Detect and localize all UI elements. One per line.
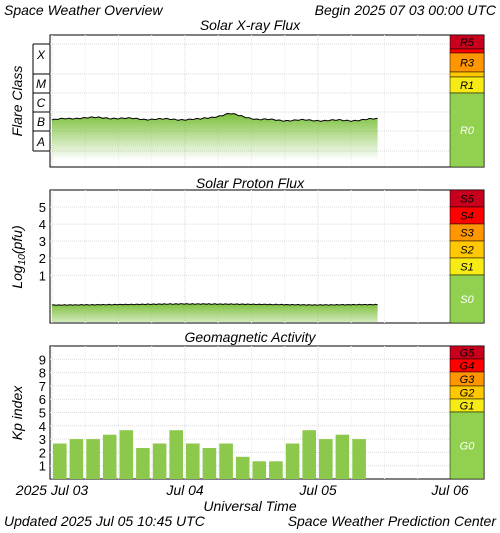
proton-radiation-storm-scale: S5 S4 S3 S2 S1 S0	[449, 189, 485, 324]
scale-label-s4: S4	[460, 211, 473, 223]
kp-bar	[136, 448, 150, 479]
kp-bar	[285, 443, 300, 479]
scale-label-g0: G0	[460, 441, 476, 453]
kp-y-tick-1: 1	[39, 459, 46, 474]
proton-y-tick-5: 5	[39, 200, 46, 215]
proton-plot-frame	[49, 189, 485, 324]
scale-label-g1: G1	[460, 401, 475, 413]
gridlines	[50, 35, 450, 479]
kp-y-tick-4: 4	[39, 419, 46, 434]
kp-y-tick-6: 6	[39, 392, 46, 407]
xray-class-c: C	[37, 96, 46, 110]
x-axis: 2025 Jul 03 Jul 04 Jul 05 Jul 06 Univers…	[15, 482, 469, 514]
xray-class-a: A	[36, 135, 45, 149]
geomag-title: Geomagnetic Activity	[185, 329, 317, 345]
scale-label-s0: S0	[460, 294, 474, 306]
kp-bar	[319, 439, 333, 479]
xray-class-x: X	[36, 48, 46, 62]
x-tick-jul05: Jul 05	[298, 482, 337, 498]
scale-label-s5: S5	[460, 194, 474, 206]
scale-label-g3: G3	[460, 374, 476, 386]
scale-label-r3: R3	[460, 58, 475, 70]
scale-label-g5: G5	[460, 348, 476, 360]
scale-label-g2: G2	[460, 388, 475, 400]
kp-bar	[152, 443, 167, 479]
kp-bar	[69, 439, 84, 479]
scale-label-s3: S3	[460, 228, 474, 240]
kp-y-tick-9: 9	[39, 352, 46, 367]
kp-bar	[186, 443, 200, 479]
kp-bar	[53, 443, 67, 479]
xray-title: Solar X-ray Flux	[200, 17, 301, 33]
kp-bar	[102, 434, 117, 479]
scale-band	[449, 48, 485, 54]
x-axis-title: Universal Time	[203, 498, 296, 514]
kp-series	[53, 430, 366, 479]
proton-y-tick-2: 2	[39, 251, 46, 266]
begin-time: Begin 2025 07 03 00:00 UTC	[314, 2, 496, 18]
kp-bar	[235, 456, 250, 479]
kp-y-tick-2: 2	[39, 445, 46, 460]
scale-band	[449, 71, 485, 78]
kp-bar	[352, 439, 366, 479]
proton-y-tick-1: 1	[39, 268, 46, 283]
updated-time: Updated 2025 Jul 05 10:45 UTC	[4, 513, 205, 529]
x-tick-jul04: Jul 04	[165, 482, 204, 498]
xray-area	[52, 113, 378, 160]
kp-bar	[219, 443, 233, 479]
xray-class-m: M	[36, 77, 46, 91]
kp-bar	[86, 439, 100, 479]
scale-label-g4: G4	[460, 361, 475, 373]
page-title: Space Weather Overview	[4, 2, 163, 18]
proton-title: Solar Proton Flux	[196, 175, 305, 191]
scale-label-r1: R1	[460, 80, 474, 92]
kp-bar	[202, 448, 217, 479]
x-tick-jul06: Jul 06	[430, 482, 469, 498]
xray-series	[51, 112, 378, 160]
kp-bar	[269, 461, 283, 479]
kp-bar	[252, 461, 267, 479]
kp-y-tick-3: 3	[39, 432, 46, 447]
scale-label-s2: S2	[460, 245, 473, 257]
kp-bar	[119, 430, 134, 479]
kp-bar	[335, 434, 350, 479]
prediction-center: Space Weather Prediction Center	[287, 513, 496, 529]
kp-y-tick-5: 5	[39, 406, 46, 421]
proton-series	[51, 303, 378, 322]
scale-band	[449, 411, 485, 480]
xray-class-axis: X M C B A	[32, 43, 50, 152]
geomag-ylabel: Kp index	[9, 385, 25, 440]
kp-bar	[169, 430, 183, 479]
xray-radio-blackout-scale: R5 R3 R1 R0	[449, 34, 485, 168]
proton-area	[52, 303, 378, 322]
scale-band	[449, 92, 485, 168]
proton-y-tick-4: 4	[39, 217, 46, 232]
proton-y-ticks: 5 4 3 2 1	[39, 200, 46, 283]
kp-bar	[302, 430, 316, 479]
scale-label-r0: R0	[460, 125, 475, 137]
xray-line	[51, 112, 378, 122]
xray-ylabel: Flare Class	[9, 66, 25, 137]
scale-label-s1: S1	[460, 262, 473, 274]
x-tick-jul03: 2025 Jul 03	[15, 482, 89, 498]
kp-y-tick-7: 7	[39, 379, 46, 394]
scale-label-r5: R5	[460, 37, 475, 49]
xray-class-b: B	[37, 115, 45, 129]
proton-line	[51, 303, 378, 306]
proton-y-tick-3: 3	[39, 234, 46, 249]
kp-y-tick-8: 8	[39, 366, 46, 381]
proton-ylabel: Log10(pfu)	[9, 225, 28, 288]
scale-band	[449, 274, 485, 324]
